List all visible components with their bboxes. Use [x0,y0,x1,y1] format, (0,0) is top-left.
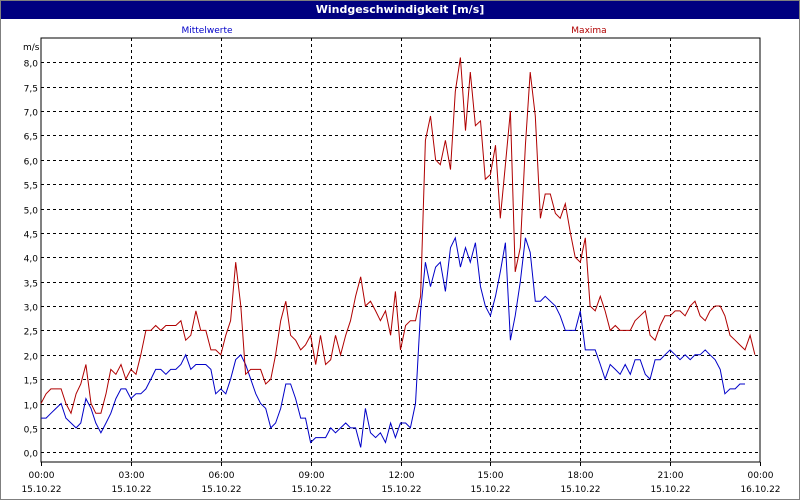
window-title: Windgeschwindigkeit [m/s] [1,1,799,19]
x-tick-date: 15.10.22 [201,485,241,495]
x-tick-time: 21:00 [658,471,684,481]
x-tick-time: 03:00 [119,471,145,481]
x-tick-time: 00:00 [748,471,774,481]
y-tick-label: 1,0 [24,402,39,412]
x-tick-time: 12:00 [389,471,415,481]
x-tick-date: 15.10.22 [470,485,510,495]
x-tick-date: 15.10.22 [291,485,331,495]
y-tick-label: 7,5 [24,85,38,95]
x-tick-date: 15.10.22 [381,485,421,495]
y-tick-label: 7,0 [24,109,39,119]
y-tick-label: 5,0 [24,207,39,217]
y-tick-label: 6,5 [24,133,38,143]
wind-speed-chart: 0,0 0,5 1,0 1,5 2,0 2,5 3,0 3,5 4,0 4,5 5,0 5,5 6,0 6… [21,26,780,495]
x-tick-time: 06:00 [209,471,235,481]
series-line-mittelwerte [41,236,745,448]
y-tick-label: 3,0 [24,304,39,314]
x-tick-time: 00:00 [29,471,55,481]
x-tick-time: 18:00 [568,471,594,481]
y-tick-label: 3,5 [24,280,38,290]
x-tick-date: 15.10.22 [111,485,151,495]
legend-maxima: Maxima [571,26,606,36]
y-tick-label: 2,5 [24,328,38,338]
series-line-maxima [40,57,756,415]
y-tick-label: 4,5 [24,231,38,241]
legend-mittelwerte: Mittelwerte [181,26,232,36]
y-tick-label: 1,5 [24,377,38,387]
x-tick-date: 16.10.22 [740,485,780,495]
x-tick-date: 15.10.22 [650,485,690,495]
y-axis-unit: m/s [23,43,40,53]
y-tick-label: 6,0 [24,158,39,168]
y-tick-label: 5,5 [24,182,38,192]
plot-area [40,37,761,463]
x-tick-date: 15.10.22 [560,485,600,495]
y-tick-label: 2,0 [24,353,39,363]
y-tick-label: 0,0 [24,450,39,460]
y-tick-label: 0,5 [24,426,38,436]
x-tick-time: 15:00 [478,471,504,481]
y-tick-label: 4,0 [24,255,39,265]
x-tick-date: 15.10.22 [21,485,61,495]
x-tick-time: 09:00 [299,471,325,481]
y-tick-label: 8,0 [24,60,39,70]
